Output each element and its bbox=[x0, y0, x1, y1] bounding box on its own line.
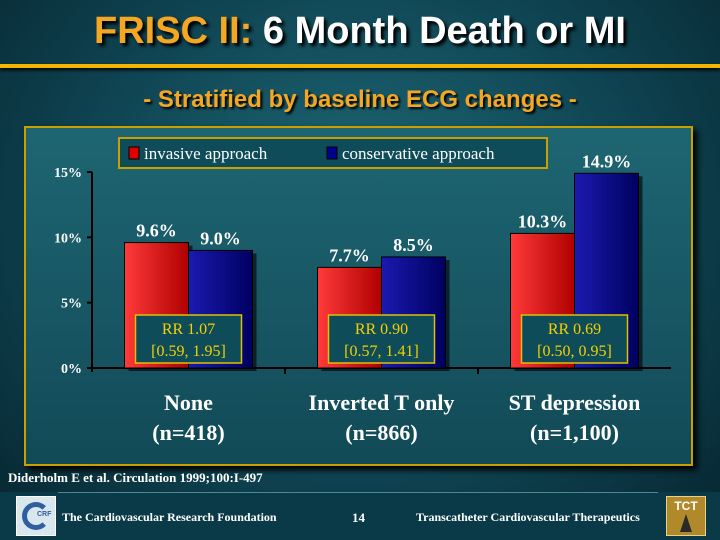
citation: Diderholm E et al. Circulation 1999;100:… bbox=[8, 470, 263, 485]
rr-value: RR 0.69 bbox=[548, 321, 601, 338]
category-label: None bbox=[164, 390, 213, 415]
category-subtitle: (n=1,100) bbox=[530, 420, 619, 445]
legend-swatch-invasive bbox=[128, 146, 140, 160]
bar-chart: 0% 5% 10% 15% 9.6% 9.0% 7.7% 8.5% 10.3% 14.9% RR… bbox=[54, 137, 671, 445]
page-number: 14 bbox=[352, 510, 365, 525]
category-label: ST depression bbox=[509, 390, 641, 415]
crf-logo-icon: CRF bbox=[16, 496, 56, 536]
footer-right-text: Transcatheter Cardiovascular Therapeutic… bbox=[416, 510, 640, 524]
rr-box bbox=[134, 314, 243, 364]
rr-ci: [0.50, 0.95] bbox=[537, 343, 612, 360]
y-tick-label: 10% bbox=[54, 231, 82, 246]
y-tick-label: 0% bbox=[61, 362, 82, 377]
y-tick-label: 5% bbox=[61, 297, 82, 312]
rr-box bbox=[520, 314, 629, 364]
tct-logo-icon: TCT bbox=[666, 496, 706, 536]
legend-label: invasive approach bbox=[144, 144, 268, 163]
footer-left-text: The Cardiovascular Research Foundation bbox=[62, 510, 277, 524]
value-label: 14.9% bbox=[582, 151, 632, 171]
crf-logo-text: CRF bbox=[37, 511, 52, 518]
rr-value: RR 1.07 bbox=[162, 321, 215, 338]
legend-label: conservative approach bbox=[342, 144, 495, 163]
category-subtitle: (n=418) bbox=[152, 420, 224, 445]
category-subtitle: (n=866) bbox=[345, 420, 417, 445]
value-label: 8.5% bbox=[393, 235, 434, 255]
title-rule bbox=[0, 64, 720, 68]
value-label: 10.3% bbox=[518, 211, 568, 231]
rr-ci: [0.57, 1.41] bbox=[344, 343, 419, 360]
value-label: 9.0% bbox=[200, 228, 241, 248]
rr-value: RR 0.90 bbox=[355, 321, 408, 338]
category-label: Inverted T only bbox=[309, 390, 455, 415]
rr-box bbox=[327, 314, 436, 364]
footer: CRF The Cardiovascular Research Foundati… bbox=[0, 492, 720, 540]
legend-swatch-conservative bbox=[326, 146, 338, 160]
footer-divider bbox=[58, 492, 658, 493]
tct-logo-text: TCT bbox=[674, 499, 698, 513]
value-label: 7.7% bbox=[329, 245, 370, 265]
y-tick-label: 15% bbox=[54, 166, 82, 181]
slide-subtitle: - Stratified by baseline ECG changes - bbox=[143, 86, 577, 113]
title-rest: 6 Month Death or MI bbox=[262, 10, 626, 52]
chart-panel: 0% 5% 10% 15% 9.6% 9.0% 7.7% 8.5% 10.3% 14.9% RR… bbox=[24, 126, 693, 466]
title-accent: FRISC II: bbox=[94, 10, 253, 52]
value-label: 9.6% bbox=[136, 221, 177, 241]
rr-ci: [0.59, 1.95] bbox=[151, 343, 226, 360]
slide-title: FRISC II: 6 Month Death or MI bbox=[0, 10, 720, 53]
